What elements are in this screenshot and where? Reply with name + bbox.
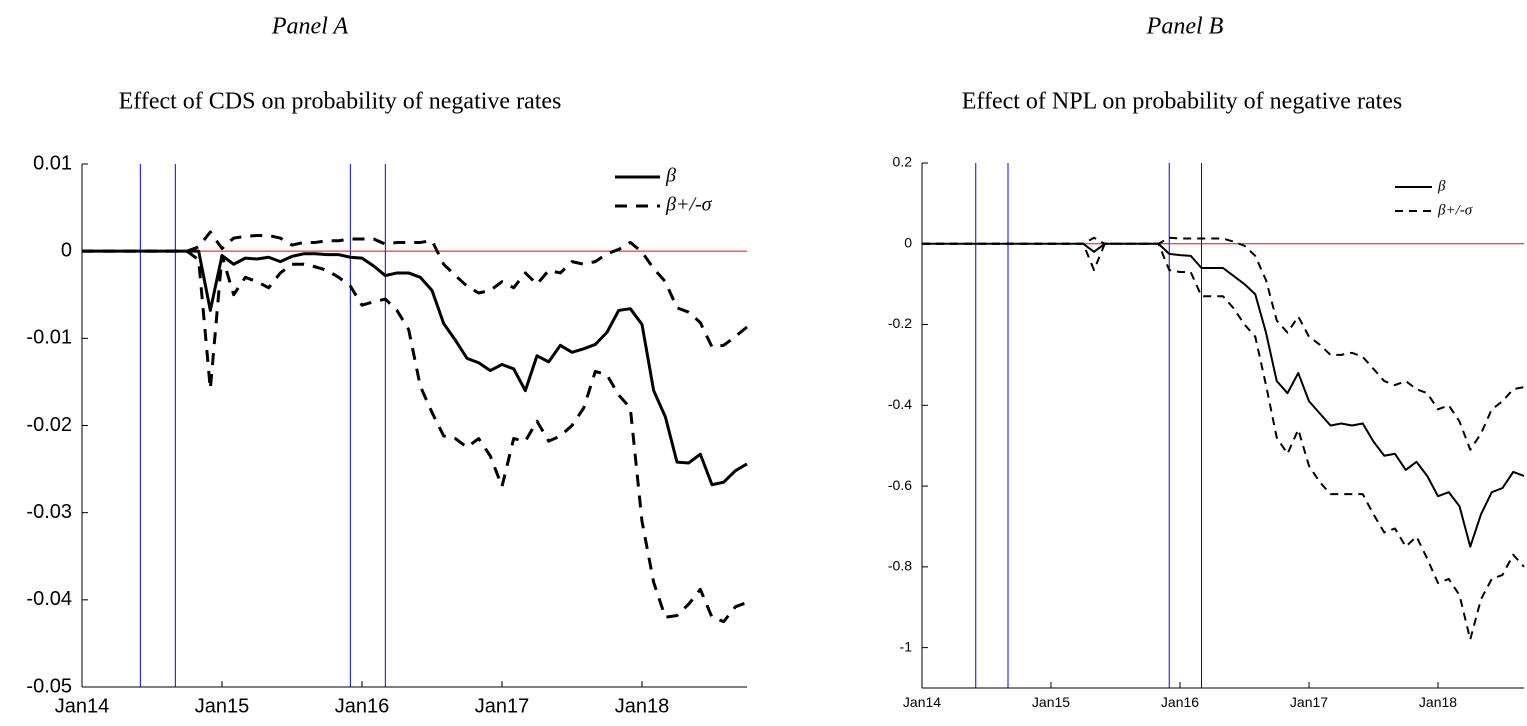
y-tick-label: 0	[61, 239, 72, 261]
y-tick-label: -1	[900, 638, 913, 654]
x-tick-label: Jan15	[1032, 694, 1070, 710]
y-tick-label: -0.6	[888, 477, 912, 493]
legend-label: β+/-σ	[1437, 202, 1473, 218]
y-tick-label: 0	[904, 234, 912, 250]
y-tick-label: 0.2	[893, 154, 913, 170]
series-line	[82, 230, 748, 349]
panel-title: Panel B	[1146, 14, 1224, 40]
y-tick-label: -0.02	[26, 414, 72, 436]
y-tick-label: -0.03	[26, 501, 72, 523]
panel-subtitle: Effect of CDS on probability of negative…	[119, 89, 562, 115]
x-tick-label: Jan18	[615, 695, 670, 717]
y-tick-label: -0.04	[26, 588, 72, 610]
legend-label: β	[665, 165, 676, 187]
x-tick-label: Jan15	[195, 695, 250, 717]
y-tick-label: -0.2	[888, 315, 912, 331]
y-tick-label: -0.05	[26, 675, 72, 697]
panel-title: Panel A	[271, 14, 349, 40]
x-tick-label: Jan16	[335, 695, 390, 717]
series-line	[82, 249, 748, 624]
legend-label: β+/-σ	[665, 194, 713, 216]
series-line	[922, 242, 1525, 548]
y-tick-label: -0.01	[26, 327, 72, 349]
x-tick-label: Jan18	[1419, 694, 1457, 710]
x-tick-label: Jan17	[1290, 694, 1328, 710]
y-tick-label: -0.4	[888, 396, 912, 412]
x-tick-label: Jan14	[55, 695, 110, 717]
series-line	[82, 249, 748, 487]
x-tick-label: Jan17	[475, 695, 530, 717]
x-tick-label: Jan14	[903, 694, 941, 710]
legend-label: β	[1437, 178, 1446, 194]
series-line	[922, 242, 1525, 641]
panel-subtitle: Effect of NPL on probability of negative…	[962, 89, 1403, 115]
x-tick-label: Jan16	[1161, 694, 1199, 710]
y-tick-label: 0.01	[33, 152, 72, 174]
y-tick-label: -0.8	[888, 558, 912, 574]
series-line	[922, 236, 1525, 451]
